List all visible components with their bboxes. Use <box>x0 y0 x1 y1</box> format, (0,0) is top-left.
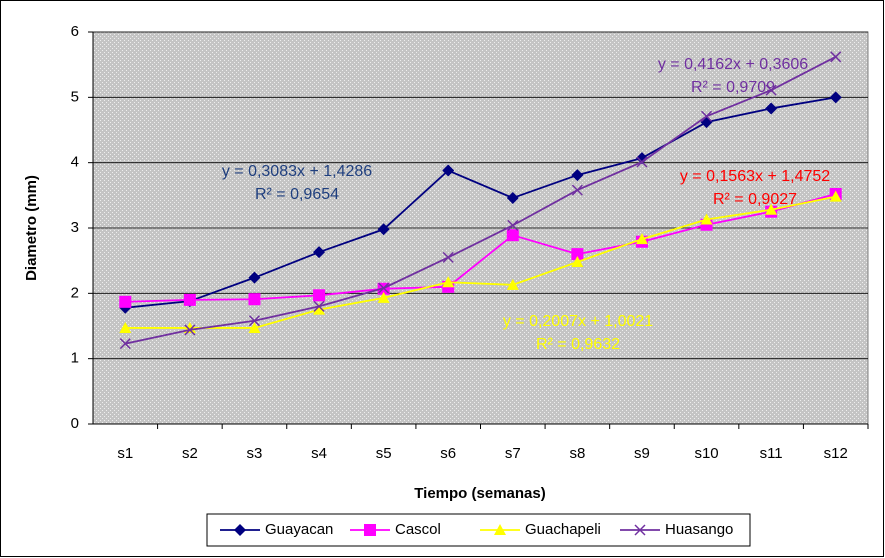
data-point <box>830 51 842 63</box>
trend-equation: R² = 0,9709 <box>691 79 775 96</box>
x-tick-label: s5 <box>376 445 392 462</box>
legend-label: Guayacan <box>265 521 333 538</box>
data-point <box>442 164 455 177</box>
x-tick-label: s11 <box>760 445 783 462</box>
data-point <box>248 321 261 333</box>
data-point <box>442 251 454 263</box>
legend-label: Huasango <box>665 521 733 538</box>
trend-equation: R² = 0,9654 <box>255 186 339 203</box>
x-tick-label: s4 <box>311 445 327 462</box>
data-point <box>183 293 196 306</box>
trend-equation: R² = 0,9027 <box>713 191 797 208</box>
series-line <box>125 193 836 303</box>
legend-label: Cascol <box>395 521 441 538</box>
trend-equation: R² = 0,9632 <box>536 336 620 353</box>
series-line <box>125 195 836 329</box>
y-tick-label: 1 <box>71 350 79 367</box>
data-point <box>313 246 326 259</box>
data-point <box>635 233 648 245</box>
x-tick-label: s3 <box>247 445 263 462</box>
x-tick-label: s6 <box>440 445 456 462</box>
legend-marker <box>364 524 376 536</box>
legend-label: Guachapeli <box>525 521 601 538</box>
data-point <box>701 110 713 122</box>
x-axis-title: Tiempo (semanas) <box>414 485 545 502</box>
y-tick-label: 2 <box>71 284 79 301</box>
data-point <box>571 169 584 182</box>
data-point <box>377 223 390 236</box>
data-point <box>119 338 131 350</box>
x-tick-label: s7 <box>505 445 521 462</box>
x-tick-label: s8 <box>569 445 585 462</box>
data-point <box>765 102 778 115</box>
y-axis-title: Diametro (mm) <box>23 175 40 281</box>
data-point <box>313 300 325 312</box>
y-tick-label: 6 <box>71 23 79 40</box>
data-point <box>571 184 583 196</box>
x-tick-label: s10 <box>694 445 718 462</box>
series-line <box>125 96 836 309</box>
y-tick-label: 3 <box>71 219 79 236</box>
data-point <box>248 315 260 327</box>
data-point <box>507 219 519 231</box>
data-point <box>765 84 777 96</box>
data-point <box>636 156 648 168</box>
data-point <box>506 229 519 242</box>
series-line <box>125 56 837 345</box>
data-point <box>700 213 713 225</box>
data-point <box>506 278 519 290</box>
data-point <box>377 291 390 303</box>
data-point <box>313 289 326 302</box>
y-tick-label: 0 <box>71 415 79 432</box>
data-point <box>248 271 261 284</box>
data-point <box>313 303 326 315</box>
data-point <box>378 282 390 294</box>
data-point <box>119 321 132 333</box>
x-tick-label: s12 <box>824 445 848 462</box>
data-point <box>571 255 584 267</box>
data-point <box>635 152 648 165</box>
x-tick-label: s9 <box>634 445 650 462</box>
data-point <box>829 91 842 104</box>
trend-equation: y = 0,1563x + 1,4752 <box>680 168 830 185</box>
data-point <box>506 191 519 204</box>
x-tick-label: s2 <box>182 445 198 462</box>
y-tick-label: 4 <box>71 154 79 171</box>
trend-equation: y = 0,2007x + 1,0021 <box>503 313 653 330</box>
data-point <box>248 293 261 306</box>
data-point <box>119 295 132 308</box>
data-point <box>829 190 842 202</box>
trend-equation: y = 0,3083x + 1,4286 <box>222 163 372 180</box>
data-point <box>184 324 196 336</box>
data-point <box>571 248 584 261</box>
y-tick-label: 5 <box>71 88 79 105</box>
data-point <box>442 276 455 288</box>
legend-marker <box>494 524 506 535</box>
data-point <box>765 203 778 215</box>
legend-marker <box>634 524 646 536</box>
x-tick-label: s1 <box>117 445 133 462</box>
legend-marker <box>234 524 246 536</box>
trend-equation: y = 0,4162x + 0,3606 <box>658 56 808 73</box>
